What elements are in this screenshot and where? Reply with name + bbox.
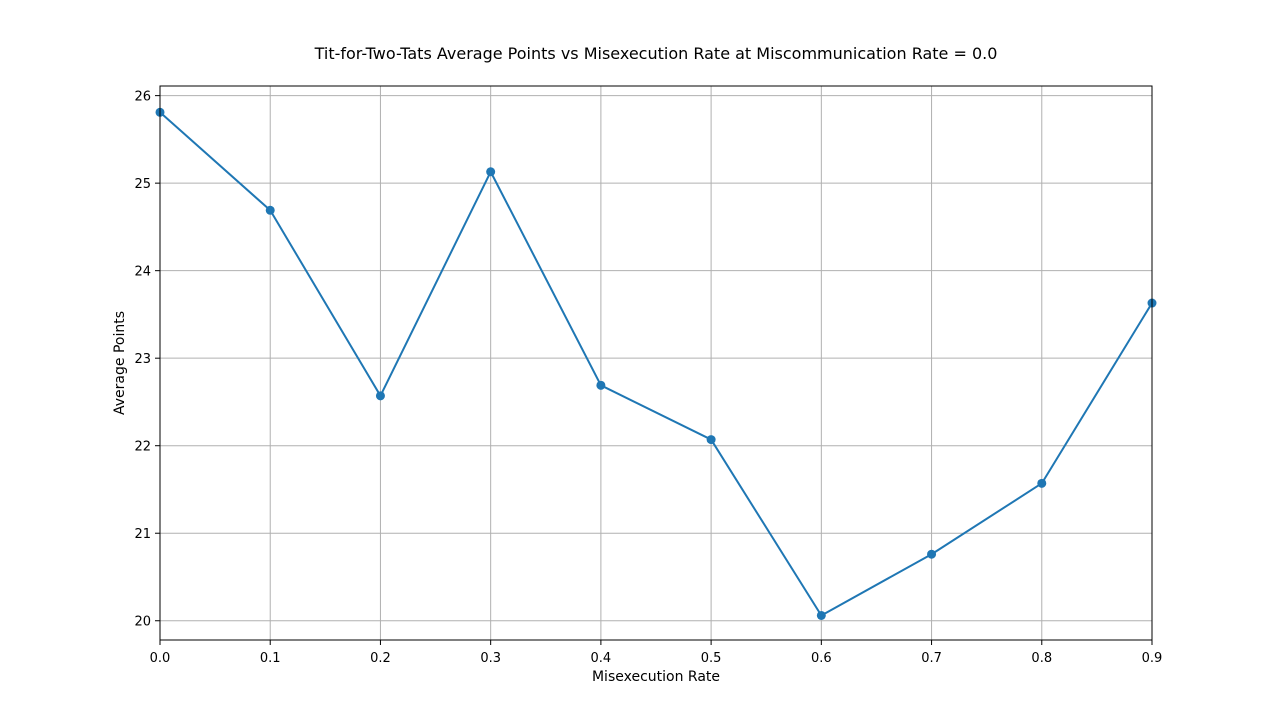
y-tick-label: 20 [134, 615, 151, 630]
data-point [265, 205, 275, 215]
y-axis-label: Average Points [112, 311, 128, 415]
x-tick-label: 0.9 [1142, 651, 1163, 666]
x-axis-label: Misexecution Rate [592, 669, 720, 685]
grid-lines [159, 86, 1153, 640]
x-tick-label: 0.0 [150, 651, 171, 666]
y-axis-ticks: 20 21 22 23 24 25 26 [134, 90, 160, 630]
x-tick-label: 0.6 [811, 651, 832, 666]
data-point [375, 391, 385, 401]
data-point [596, 380, 606, 390]
data-point [706, 435, 716, 445]
x-axis-ticks: 0.0 0.1 0.2 0.3 0.4 0.5 0.6 0.7 0.8 0.9 [150, 640, 1163, 666]
y-tick-label: 21 [134, 527, 151, 542]
x-tick-label: 0.5 [701, 651, 722, 666]
plot-frame [159, 85, 1153, 641]
data-series [155, 107, 1157, 620]
data-point [816, 610, 826, 620]
x-tick-label: 0.3 [480, 651, 501, 666]
y-tick-label: 24 [134, 265, 151, 280]
x-tick-label: 0.4 [591, 651, 612, 666]
x-tick-label: 0.8 [1031, 651, 1052, 666]
y-tick-label: 22 [134, 440, 151, 455]
x-tick-label: 0.2 [370, 651, 391, 666]
y-tick-label: 26 [134, 90, 151, 105]
x-tick-label: 0.1 [260, 651, 281, 666]
chart-title: Tit-for-Two-Tats Average Points vs Misex… [314, 44, 998, 63]
data-point [1037, 478, 1047, 488]
data-point [927, 549, 937, 559]
data-point [486, 167, 496, 177]
y-tick-label: 25 [134, 177, 151, 192]
y-tick-label: 23 [134, 352, 151, 367]
x-tick-label: 0.7 [921, 651, 942, 666]
series-line [159, 111, 1153, 617]
